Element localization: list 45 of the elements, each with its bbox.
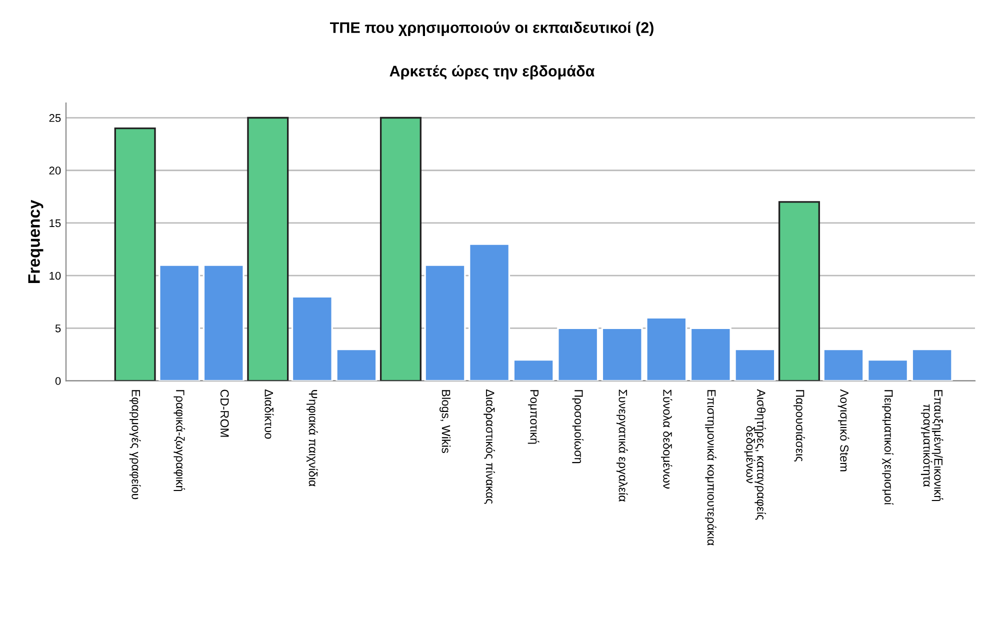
bar [468,243,510,381]
bar [911,348,953,381]
y-tick-label: 15 [50,219,61,228]
x-tick-label: Διαδίκτυο [264,389,274,439]
x-tick-label: Σύνολα δεδομένων [660,390,672,489]
x-tick-label: Λογισμικό Stem [838,389,850,472]
bar [291,296,333,381]
bar [867,358,909,381]
x-tick-label: Blogs, Wikis [440,390,451,453]
x-tick-label: Πειραματικοί χειρισμοί [882,390,894,505]
x-tick-label: Αισθητήρες, καταγραφείς δεδομένων [744,389,766,520]
x-tick-label: Προσομοίωση [572,390,584,464]
bar [601,327,643,381]
chart-subtitle: Αρκετές ώρες την εβδομάδα [390,65,595,80]
bar [690,327,732,381]
x-tick-label: Γραφικά-ζωγραφική [174,390,186,492]
bar [646,316,688,381]
bar [336,348,378,381]
x-tick-label: Συνεργατικά εργαλεία [616,390,628,502]
x-tick-label: Επιστημονικά κομπιουτεράκια [704,390,716,546]
y-tick-label: 10 [50,272,61,280]
x-tick-label: CD-ROM [220,390,229,437]
bar [380,116,422,381]
bar [512,358,554,381]
bar [202,264,244,381]
x-tick-label: Διαδραστικός πίνακας [484,389,495,504]
x-tick-label: Εφαρμογές γραφείου [129,390,141,500]
bar [734,348,776,381]
bar [822,348,864,381]
bar [424,264,466,381]
x-tick-label: Ρομποτική [528,390,540,444]
x-tick-label: Παρουσιάσεις [794,390,805,462]
chart-title: ΤΠΕ που χρησιμοποιούν οι εκπαιδευτικοί (2) [330,22,654,36]
y-axis-title: Frequency [28,200,44,283]
x-tick-label: Ψηφιακά παιχνίδια [306,390,318,486]
bar [158,264,200,381]
bar [114,127,156,381]
bar [557,327,599,381]
y-tick-label: 0 [55,377,61,385]
bar [778,201,820,381]
bar [247,116,289,381]
x-tick-label: Επαυξημένη/Εικονική πραγματικότητα [920,390,944,501]
y-tick-label: 20 [49,166,61,175]
y-tick-label: 25 [49,114,61,122]
y-tick-label: 5 [55,324,61,332]
